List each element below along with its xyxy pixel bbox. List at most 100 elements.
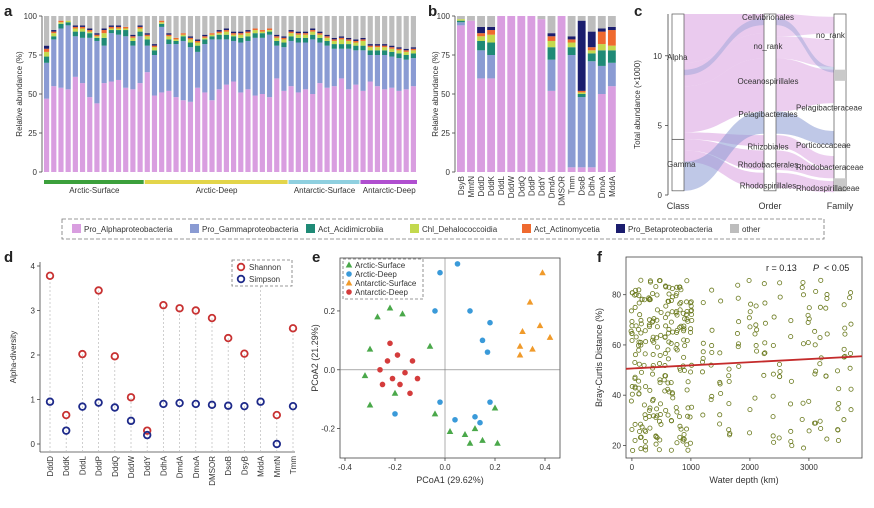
f-point — [735, 295, 741, 301]
a-bar-segment — [374, 45, 381, 48]
a-bar-segment — [338, 16, 345, 37]
a-bar-segment — [389, 51, 395, 57]
a-bar-segment — [72, 25, 78, 27]
f-annotation-r: r = 0.13 — [766, 263, 797, 273]
a-bar-segment — [87, 28, 93, 31]
a-bar-segment — [151, 16, 158, 45]
f-point — [654, 406, 660, 412]
e-point — [487, 399, 493, 405]
f-point — [662, 334, 668, 340]
f-point — [638, 321, 644, 327]
e-x-tick-label: -0.2 — [388, 463, 402, 472]
d-point — [126, 416, 136, 426]
a-bar-segment — [216, 39, 222, 90]
f-point — [632, 385, 638, 391]
e-point — [467, 308, 473, 314]
f-point — [643, 339, 649, 345]
d-point — [288, 401, 298, 411]
a-bar-segment — [274, 34, 280, 37]
d-point — [110, 352, 119, 361]
f-point — [685, 379, 691, 385]
f-point — [747, 430, 753, 436]
e-point — [487, 319, 493, 326]
b-bar-segment — [567, 36, 576, 40]
a-bar-segment — [79, 26, 86, 29]
a-bar-segment — [202, 44, 208, 93]
e-point — [407, 390, 413, 397]
a-bar-segment — [130, 45, 136, 90]
f-point — [700, 300, 706, 306]
a-bar-segment — [101, 45, 107, 84]
a-bar-segment — [166, 33, 172, 35]
d-point — [45, 397, 55, 406]
b-bar-segment — [607, 16, 616, 27]
f-point — [653, 284, 659, 290]
d-point — [159, 399, 168, 409]
f-point — [662, 351, 668, 357]
a-bar-segment — [396, 58, 402, 91]
f-point — [709, 343, 715, 349]
f-point — [835, 427, 841, 433]
f-point — [685, 413, 691, 419]
a-bar-segment — [58, 28, 64, 88]
f-point — [678, 426, 684, 432]
f-x-tick-label: 0 — [630, 463, 635, 472]
a-bar-segment — [137, 36, 143, 84]
f-point — [700, 349, 706, 355]
f-point — [717, 379, 723, 385]
a-bar-segment — [223, 39, 229, 85]
a-bar-segment — [187, 39, 194, 43]
a-bar-segment — [151, 45, 158, 48]
f-x-axis-label: Water depth (km) — [709, 475, 778, 485]
a-bar-segment — [317, 33, 323, 35]
f-point — [678, 299, 684, 305]
a-bar-segment — [259, 37, 265, 94]
f-point — [638, 421, 644, 427]
a-bar-segment — [266, 97, 273, 172]
a-bar-segment — [51, 33, 57, 37]
b-bar-segment — [487, 78, 496, 172]
a-bar-segment — [295, 92, 301, 172]
a-bar-segment — [338, 78, 345, 172]
a-bar-segment — [353, 40, 359, 43]
f-point — [647, 425, 653, 431]
e-point — [402, 369, 408, 376]
a-bar-segment — [209, 36, 215, 40]
b-bar-segment — [547, 16, 556, 34]
f-point — [681, 368, 687, 374]
b-bar-segment — [487, 16, 496, 27]
b-x-tick-label: DddQ — [517, 176, 526, 197]
f-point — [654, 344, 660, 350]
a-bar-segment — [166, 44, 172, 91]
c-node-label: Rhodobacteraceae — [796, 163, 864, 172]
a-bar-segment — [108, 28, 114, 31]
f-point — [657, 401, 663, 407]
f-point — [709, 349, 715, 355]
a-bar-segment — [346, 16, 352, 38]
a-bar-segment — [360, 37, 366, 40]
a-bar-segment — [238, 37, 244, 43]
f-point — [663, 323, 669, 329]
a-bar-segment — [281, 90, 287, 172]
f-point — [637, 428, 643, 434]
a-bar-segment — [367, 55, 373, 82]
c-flow — [776, 135, 834, 169]
e-point — [536, 322, 544, 329]
f-point — [754, 327, 760, 333]
e-y-axis-label: PCoA2 (21.29%) — [310, 324, 320, 392]
a-bar-segment — [259, 30, 265, 32]
a-bar-segment — [151, 55, 158, 96]
a-bar-segment — [173, 39, 179, 41]
f-point — [665, 311, 671, 317]
a-bar-segment — [331, 39, 337, 41]
a-bar-segment — [231, 40, 237, 82]
f-point — [654, 292, 660, 298]
a-bar-segment — [382, 45, 388, 48]
f-point — [632, 375, 638, 381]
a-bar-segment — [58, 87, 64, 172]
a-bar-segment — [137, 31, 143, 37]
panel-c: c 0 5 10 Total abundance (×1000) Alpha Gamma Ce… — [633, 3, 864, 211]
a-bar-segment — [360, 16, 366, 38]
a-bar-segment — [108, 30, 114, 34]
a-bar-segment — [108, 16, 114, 26]
